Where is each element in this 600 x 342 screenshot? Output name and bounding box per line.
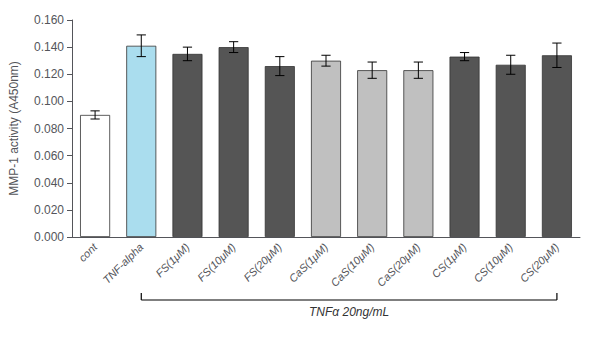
svg-text:0.120: 0.120 — [34, 67, 64, 81]
svg-text:CS(20μM): CS(20μM) — [517, 241, 561, 285]
svg-text:FS(1μM): FS(1μM) — [153, 241, 192, 280]
svg-text:cont: cont — [76, 240, 100, 264]
svg-text:CaS(20μM): CaS(20μM) — [374, 241, 422, 289]
svg-text:0.100: 0.100 — [34, 94, 64, 108]
svg-text:FS(20μM): FS(20μM) — [241, 241, 284, 284]
svg-text:0.020: 0.020 — [34, 203, 64, 217]
svg-text:0.140: 0.140 — [34, 40, 64, 54]
svg-text:TNFα 20ng/mL: TNFα 20ng/mL — [309, 305, 389, 319]
svg-text:CaS(10μM): CaS(10μM) — [328, 241, 376, 289]
svg-text:FS(10μM): FS(10μM) — [195, 241, 238, 284]
svg-text:CS(10μM): CS(10μM) — [471, 241, 515, 285]
svg-text:0.080: 0.080 — [34, 122, 64, 136]
svg-text:0.000: 0.000 — [34, 230, 64, 244]
svg-text:CaS(1μM): CaS(1μM) — [286, 241, 330, 285]
svg-text:TNF-alpha: TNF-alpha — [100, 241, 145, 286]
svg-text:0.040: 0.040 — [34, 176, 64, 190]
svg-text:0.060: 0.060 — [34, 149, 64, 163]
svg-text:0.160: 0.160 — [34, 13, 64, 27]
svg-text:CS(1μM): CS(1μM) — [429, 241, 468, 280]
svg-text:MMP-1 activity (A450nm): MMP-1 activity (A450nm) — [7, 61, 21, 196]
